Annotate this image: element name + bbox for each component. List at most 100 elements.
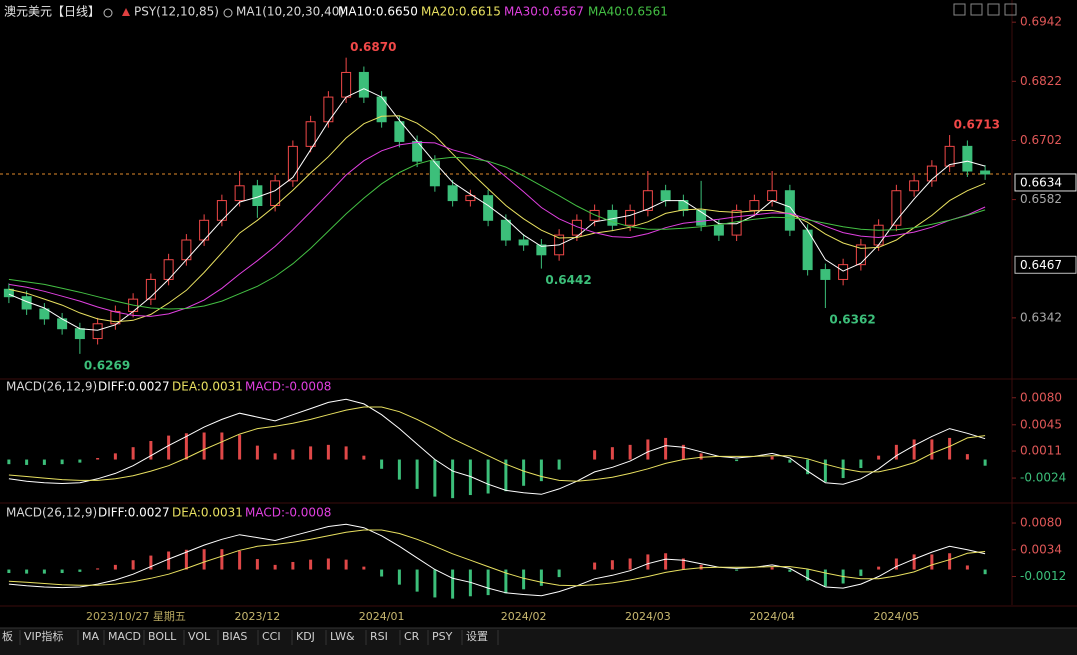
tab[interactable]: VIP指标 xyxy=(24,629,63,643)
candle-body xyxy=(926,165,937,182)
add-icon[interactable] xyxy=(223,8,233,18)
candle-body xyxy=(962,145,973,172)
ma-label: MA1(10,20,30,40) xyxy=(236,5,344,19)
candle-body xyxy=(358,71,369,98)
y-tick-label: 0.6342 xyxy=(1020,310,1062,324)
candle-body xyxy=(145,278,156,300)
tab[interactable]: CCI xyxy=(262,630,281,643)
candle-body xyxy=(518,239,529,246)
tab[interactable]: MA xyxy=(82,630,99,643)
ma-line xyxy=(8,156,986,310)
arrow-icon xyxy=(122,8,130,16)
candle-body xyxy=(92,323,103,340)
candle-body xyxy=(394,121,405,142)
candle-body xyxy=(909,180,920,192)
x-tick-label: 2024/01 xyxy=(359,610,405,623)
y-tick-label: -0.0012 xyxy=(1020,569,1066,583)
candle-body xyxy=(3,288,14,298)
candle-body xyxy=(500,219,511,241)
tab[interactable]: BOLL xyxy=(148,630,177,643)
indicator-label: PSY(12,10,85) xyxy=(134,5,219,19)
tab-bar: 板 VIP指标 MA MACD BOLL VOL BIAS CCI KDJ LW& RSI CR PSY… xyxy=(2,629,499,645)
y-tick-label: 0.0034 xyxy=(1020,542,1062,556)
legend-entry: MA40:0.6561 xyxy=(588,5,668,19)
candle-body xyxy=(270,180,281,207)
candle-body xyxy=(625,209,636,226)
macd-line xyxy=(8,406,986,482)
add-icon[interactable] xyxy=(103,8,113,18)
low-label: 0.6362 xyxy=(829,313,875,327)
y-tick-label: 0.6822 xyxy=(1020,74,1062,88)
candle-body xyxy=(412,140,423,162)
marker-price-label: 0.6467 xyxy=(1020,258,1062,272)
legend-entry: MACD:-0.0008 xyxy=(245,380,331,394)
low-label: 0.6442 xyxy=(545,273,591,287)
legend-entry: MA20:0.6615 xyxy=(421,5,501,19)
marker-price-box xyxy=(1014,255,1077,274)
ma-line xyxy=(8,115,986,323)
y-tick-label: 0.6702 xyxy=(1020,133,1062,147)
tab[interactable]: MACD xyxy=(108,630,141,643)
high-label: 0.6870 xyxy=(350,40,396,54)
candle-body xyxy=(749,200,760,211)
ma-line xyxy=(8,141,986,317)
candle-body xyxy=(642,190,653,211)
tab[interactable]: 板 xyxy=(2,629,13,643)
candle-body xyxy=(838,264,849,280)
legend-entry: DEA:0.0031 xyxy=(172,380,243,394)
candle-body xyxy=(447,185,458,202)
macd-line xyxy=(8,398,986,495)
tab[interactable]: VOL xyxy=(188,630,211,643)
candle-body xyxy=(891,190,902,226)
tab[interactable]: RSI xyxy=(370,630,388,643)
toolbar-icons[interactable] xyxy=(953,3,1017,16)
instrument-title: 澳元美元【日线】 xyxy=(4,5,100,19)
y-tick-label: 0.0011 xyxy=(1020,444,1062,458)
tab[interactable]: KDJ xyxy=(296,630,315,643)
legend-entry: MA10:0.6650 xyxy=(338,5,418,19)
x-tick-label: 2024/04 xyxy=(749,610,795,623)
legend-entry: DEA:0.0031 xyxy=(172,506,243,520)
x-tick-label: 2024/03 xyxy=(625,610,671,623)
tab[interactable]: 设置 xyxy=(466,630,488,643)
ma-line xyxy=(8,88,986,331)
y-tick-label: 0.6942 xyxy=(1020,15,1062,29)
candle-body xyxy=(784,190,795,231)
x-tick-label: 2024/05 xyxy=(874,610,920,623)
panel-title: MACD(26,12,9) xyxy=(6,380,97,394)
candle-body xyxy=(39,308,50,320)
tab[interactable]: LW& xyxy=(330,630,355,643)
legend-entry: MA30:0.6567 xyxy=(504,5,584,19)
candle-body xyxy=(429,160,440,187)
legend-entry: DIFF:0.0027 xyxy=(98,380,170,394)
candle-body xyxy=(660,190,671,202)
low-label: 0.6269 xyxy=(84,358,130,372)
candle-body xyxy=(855,244,866,266)
candle-body xyxy=(713,224,724,236)
candle-body xyxy=(110,310,121,325)
x-tick-label: 2023/12 xyxy=(235,610,281,623)
macd-line xyxy=(8,529,986,587)
tab[interactable]: PSY xyxy=(432,630,453,643)
panel-title: MACD(26,12,9) xyxy=(6,506,97,520)
candle-body xyxy=(341,71,352,98)
candle-body xyxy=(305,121,316,147)
high-label: 0.6713 xyxy=(954,118,1000,132)
candle-body xyxy=(820,269,831,280)
y-tick-label: 0.0080 xyxy=(1020,390,1062,404)
tab[interactable]: BIAS xyxy=(222,630,247,643)
x-tick-label: 2024/02 xyxy=(501,610,547,623)
crosshair-date: 2023/10/27 星期五 xyxy=(86,610,186,623)
legend-entry: MACD:-0.0008 xyxy=(245,506,331,520)
candle-body xyxy=(536,244,547,256)
last-price-box xyxy=(1014,173,1077,192)
y-tick-label: 0.6582 xyxy=(1020,192,1062,206)
candle-body xyxy=(465,195,476,202)
candle-body xyxy=(944,145,955,167)
candle-body xyxy=(767,190,778,202)
candle-body xyxy=(873,224,884,246)
tab[interactable]: CR xyxy=(404,630,420,643)
